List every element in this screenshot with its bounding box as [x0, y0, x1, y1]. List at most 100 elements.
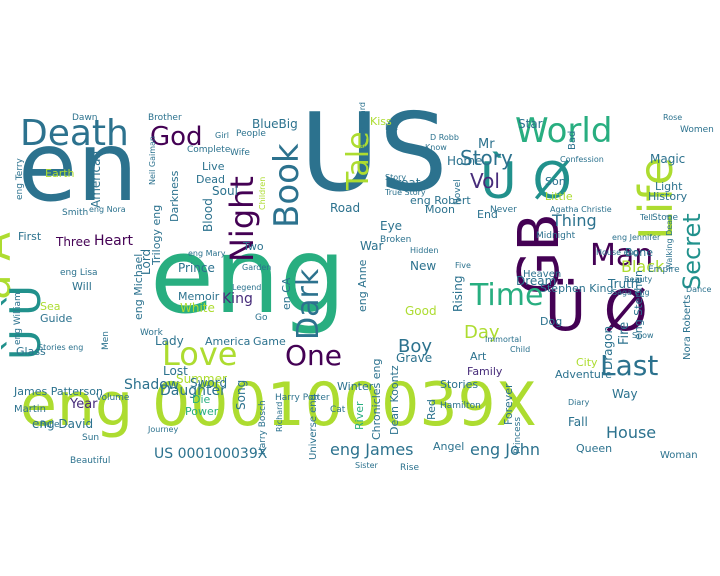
cloud-word: House eng — [596, 248, 639, 257]
cloud-word: Women — [680, 125, 714, 135]
cloud-word: Last — [600, 349, 658, 382]
cloud-word: Dean Koontz — [388, 365, 401, 435]
cloud-word: Neil Gaiman — [148, 136, 157, 185]
cloud-word: US — [300, 91, 448, 216]
cloud-word: Day — [464, 322, 500, 343]
cloud-word: BlueBig — [252, 117, 298, 131]
cloud-word: Stories — [440, 378, 478, 391]
cloud-word: Work — [140, 328, 164, 338]
cloud-word: Girl — [215, 131, 229, 140]
cloud-word: eng Richard — [358, 102, 367, 150]
cloud-word: Snow — [632, 331, 654, 340]
cloud-word: Confession — [560, 155, 604, 164]
cloud-word: Stone — [652, 213, 678, 223]
cloud-word: Fall — [568, 415, 588, 429]
cloud-word: Book — [267, 143, 307, 228]
cloud-word: eng William — [13, 292, 23, 345]
cloud-word: City — [576, 356, 598, 369]
cloud-word: Saga eng — [612, 288, 650, 297]
cloud-word: US 000100039X — [154, 446, 268, 462]
cloud-word: Hamilton — [440, 401, 481, 411]
cloud-word: GB — [507, 213, 572, 295]
cloud-word: Three — [55, 235, 90, 249]
cloud-word: Stephen King — [540, 282, 613, 295]
cloud-word: Home — [447, 154, 482, 168]
cloud-word: Bad — [567, 131, 578, 150]
cloud-word: Guide — [40, 312, 73, 325]
cloud-word: Immortal — [485, 335, 521, 344]
cloud-word: Power — [185, 405, 219, 418]
cloud-word: New — [410, 259, 436, 273]
cloud-word: Little — [545, 190, 573, 203]
cloud-word: eng Michael — [132, 254, 145, 320]
cloud-word: eng Lisa — [60, 268, 98, 278]
cloud-word: D Robb — [430, 133, 459, 142]
cloud-word: Rose — [663, 113, 682, 122]
cloud-word: Agatha Christie — [550, 205, 612, 214]
cloud-word: Glass — [16, 345, 46, 358]
cloud-word: America — [205, 335, 250, 348]
cloud-word: Fire — [617, 322, 632, 345]
cloud-word: Brother — [148, 113, 182, 123]
cloud-word: Rise — [400, 463, 419, 473]
cloud-word: Thing — [551, 211, 597, 230]
cloud-word: Great — [387, 176, 421, 190]
cloud-word: Life — [629, 157, 683, 240]
cloud-word: Chronicles eng — [370, 358, 383, 440]
cloud-word: eng John — [470, 440, 540, 459]
cloud-word: Ù Ù — [0, 285, 50, 360]
cloud-word: Road — [330, 201, 360, 215]
cloud-word: Broken — [380, 235, 411, 245]
cloud-word: Story — [460, 146, 513, 170]
cloud-word: White — [180, 301, 215, 315]
cloud-word: Moon — [425, 203, 455, 216]
cloud-word: Man — [590, 238, 653, 273]
cloud-word: Red — [425, 399, 438, 420]
cloud-word: Star — [518, 117, 543, 131]
cloud-word: Dragon — [601, 326, 615, 370]
cloud-word: Heaven — [523, 269, 561, 280]
cloud-word: Volume — [96, 393, 130, 403]
cloud-word: Harry Potter — [275, 393, 330, 403]
cloud-word: Tale — [341, 131, 376, 191]
cloud-word: Song — [234, 380, 248, 410]
cloud-word: eng 000100039X — [20, 370, 537, 440]
cloud-word: Journey — [147, 425, 178, 434]
cloud-word: People — [236, 129, 266, 139]
cloud-word: Ù Ø — [480, 151, 572, 210]
cloud-word: Sword — [190, 376, 227, 390]
cloud-word: Stories eng — [38, 343, 83, 352]
cloud-word: Lady — [155, 334, 184, 348]
cloud-word: Rule — [40, 420, 60, 430]
cloud-word: Death — [20, 113, 129, 154]
cloud-word: War — [360, 239, 383, 253]
cloud-word: Winter — [337, 380, 374, 393]
cloud-word: Novel — [453, 179, 463, 205]
cloud-word: Truth — [607, 277, 638, 291]
cloud-word: Cat — [330, 405, 346, 415]
cloud-word: Grave — [396, 351, 432, 365]
cloud-word: eng Robert — [410, 194, 471, 207]
cloud-word: Ice — [385, 123, 399, 133]
cloud-word: Ü Ø — [545, 279, 648, 344]
cloud-word: Go — [255, 313, 268, 323]
cloud-word: eng Jennifer — [612, 233, 661, 242]
cloud-word: en — [18, 111, 138, 223]
cloud-word: Story — [385, 173, 406, 182]
cloud-word: God — [150, 122, 203, 152]
cloud-word: Bone — [625, 246, 653, 259]
cloud-word: Good — [405, 304, 437, 318]
cloud-word: Empire — [648, 265, 680, 275]
cloud-word: Die — [192, 393, 211, 406]
cloud-word: Children — [258, 177, 267, 210]
cloud-word: Blood — [201, 198, 215, 232]
cloud-word: First — [18, 230, 42, 243]
cloud-word: eng Terry — [15, 157, 25, 200]
cloud-word: Live — [202, 160, 225, 173]
cloud-word: Way — [612, 387, 638, 401]
cloud-word: Kiss — [370, 115, 392, 128]
cloud-word: Soul — [212, 184, 238, 198]
cloud-word: Queen — [576, 442, 612, 455]
cloud-word: Black — [621, 257, 665, 276]
